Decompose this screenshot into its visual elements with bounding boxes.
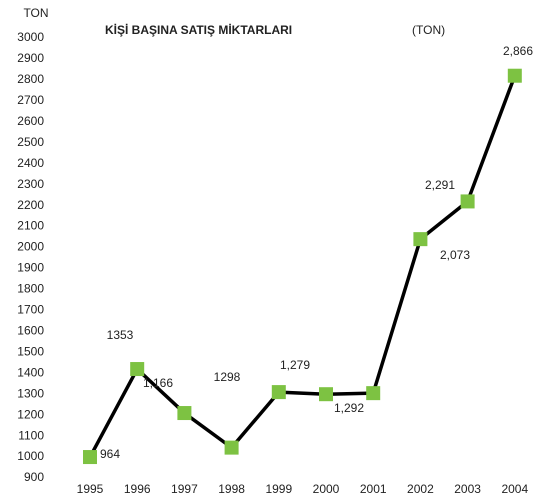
annotation: 1,166: [143, 376, 173, 390]
y-tick-label: 2000: [17, 240, 44, 254]
annotation: 2,866: [503, 44, 533, 58]
annotation: 1,279: [280, 358, 310, 372]
y-tick-label: 1800: [17, 282, 44, 296]
annotation: 1353: [107, 328, 134, 342]
y-tick-label: 1100: [18, 428, 44, 442]
x-tick-label: 2002: [407, 482, 434, 496]
line: [88, 75, 517, 458]
marker: [507, 68, 522, 83]
marker: [271, 385, 286, 400]
y-tick-label: 1200: [17, 407, 44, 421]
x-tick-label: 2004: [501, 482, 528, 496]
y-tick-label: 2800: [17, 72, 44, 86]
x-tick-label: 1996: [124, 482, 151, 496]
y-tick-label: 2700: [17, 93, 44, 107]
marker: [224, 440, 239, 455]
marker: [319, 387, 333, 402]
annotation: 1298: [214, 370, 241, 384]
annotation: 964: [100, 447, 120, 461]
x-tick-label: 2001: [360, 482, 387, 496]
y-tick-label: 2200: [17, 198, 44, 212]
y-tick-label: 2500: [17, 135, 44, 149]
y-axis-label: TON: [23, 6, 48, 20]
annotation: 1,292: [334, 401, 364, 415]
y-tick-label: 3000: [17, 30, 44, 44]
y-tick-label: 2900: [17, 51, 44, 65]
x-tick-label: 2003: [454, 482, 481, 496]
y-tick-label: 2100: [17, 219, 44, 233]
annotation: 2,291: [425, 178, 455, 192]
y-tick-label: 1300: [17, 386, 44, 400]
y-tick-label: 900: [24, 470, 44, 484]
marker: [413, 232, 428, 247]
y-tick-label: 1900: [17, 261, 44, 275]
y-tick-label: 2600: [17, 114, 44, 128]
marker: [366, 386, 381, 401]
x-tick-label: 1997: [171, 482, 198, 496]
y-tick-label: 1600: [17, 324, 44, 338]
y-tick-label: 1400: [17, 365, 44, 379]
y-tick-label: 1700: [17, 303, 44, 317]
y-tick-label: 1500: [17, 344, 44, 358]
x-tick-label: 1995: [77, 482, 104, 496]
chart-title-unit: (TON): [412, 23, 445, 37]
marker: [177, 406, 192, 421]
x-tick-label: 1998: [218, 482, 245, 496]
y-tick-label: 2300: [17, 177, 44, 191]
annotation: 2,073: [440, 248, 470, 262]
x-tick-label: 1999: [265, 482, 292, 496]
y-tick-label: 2400: [17, 156, 44, 170]
marker: [460, 194, 475, 209]
y-tick-label: 1000: [17, 449, 44, 463]
marker: [130, 362, 145, 377]
chart-title: KİŞİ BAŞINA SATIŞ MİKTARLARI: [105, 22, 292, 37]
x-tick-label: 2000: [313, 482, 340, 496]
marker: [83, 450, 97, 465]
